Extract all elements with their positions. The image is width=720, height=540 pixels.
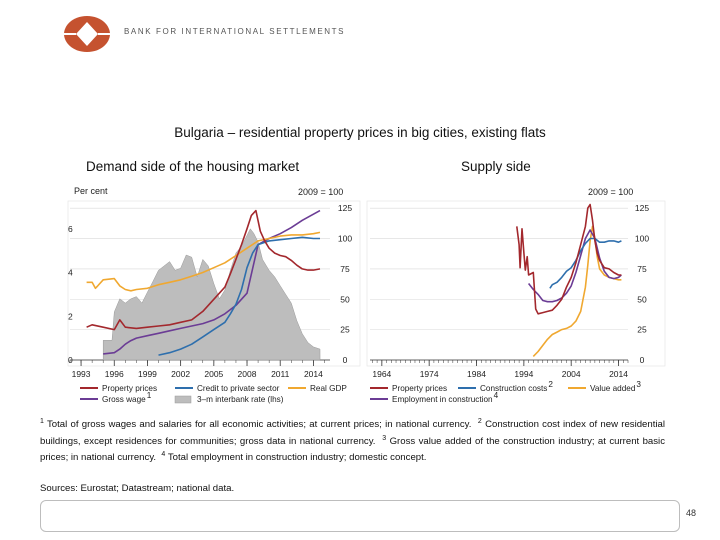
x-tick-label: 1974	[420, 369, 439, 379]
rhs-tick-label: 125	[635, 203, 649, 213]
x-tick-label: 1996	[105, 369, 124, 379]
x-tick-label: 1994	[514, 369, 533, 379]
slide-title: Bulgaria – residential property prices i…	[174, 125, 546, 140]
lhs-tick-label: 6	[68, 224, 73, 234]
right-legend: Property prices Construction costs 2 Value …	[370, 380, 641, 404]
series-construction-costs	[549, 237, 622, 289]
rhs-tick-label: 100	[635, 234, 649, 244]
legend-construction-costs-sup: 2	[548, 380, 553, 389]
right-rhs-unit: 2009 = 100	[588, 187, 634, 197]
rhs-tick-label: 75	[340, 264, 350, 274]
legend-credit-label: Credit to private sector	[197, 384, 280, 393]
series-employment-in-construction	[527, 229, 622, 303]
legend-property-prices-label: Property prices	[102, 384, 157, 393]
org-name: BANK FOR INTERNATIONAL SETTLEMENTS	[124, 27, 346, 36]
left-lhs-unit: Per cent	[74, 186, 108, 196]
footnote-mark-3: 3	[382, 434, 387, 442]
rhs-tick-label: 25	[637, 325, 647, 335]
footnotes: 1 Total of gross wages and salaries for …	[40, 415, 665, 465]
x-tick-label: 2002	[171, 369, 190, 379]
left-legend: Property prices Credit to private sector R…	[80, 384, 347, 404]
legend-gross-wage-label: Gross wage	[102, 395, 146, 404]
footnote-3: Gross value added of the construction in…	[40, 435, 665, 464]
legend-value-added-label: Value added	[590, 384, 636, 393]
rhs-tick-label: 75	[637, 264, 647, 274]
x-tick-label: 2014	[304, 369, 323, 379]
right-chart: 0 25 50 75 100 125 1964 1974 1984 1994 2004 2014	[366, 200, 666, 379]
legend-interbank-rate-label: 3–m interbank rate (lhs)	[197, 395, 284, 404]
left-rhs-unit: 2009 = 100	[298, 187, 344, 197]
rhs-tick-label: 50	[340, 294, 350, 304]
footnote-mark-4: 4	[161, 451, 166, 459]
legend-interbank-rate-swatch	[174, 395, 192, 404]
lhs-tick-label: 2	[68, 311, 73, 321]
legend-gross-wage-sup: 1	[147, 391, 152, 400]
series-property-prices	[86, 209, 321, 331]
rhs-tick-label: 100	[338, 234, 352, 244]
legend-value-added-sup: 3	[636, 380, 641, 389]
footnote-2: Construction cost index of new residenti…	[40, 419, 665, 447]
legend-employment-label: Employment in construction	[392, 395, 493, 404]
x-tick-label: 2014	[609, 369, 628, 379]
series-3-m-interbank-rate-lhs-	[102, 228, 321, 361]
rhs-tick-label: 125	[338, 203, 352, 213]
footnote-mark-1: 1	[40, 418, 44, 425]
series-property-prices	[516, 203, 622, 315]
rhs-tick-label: 0	[640, 355, 645, 365]
footnote-mark-2: 2	[477, 418, 482, 425]
series-credit-to-private-sector	[158, 236, 320, 356]
rhs-tick-label: 0	[343, 355, 348, 365]
x-tick-label: 1999	[138, 369, 157, 379]
legend-supply-property-prices-label: Property prices	[392, 384, 447, 393]
x-tick-label: 1984	[467, 369, 486, 379]
rhs-tick-label: 50	[637, 294, 647, 304]
lhs-tick-label: 4	[68, 268, 73, 278]
sources: Sources: Eurostat; Datastream; national …	[40, 483, 235, 494]
x-tick-label: 2005	[204, 369, 223, 379]
legend-employment-sup: 4	[494, 391, 499, 400]
x-tick-label: 1993	[72, 369, 91, 379]
x-tick-label: 2011	[271, 369, 290, 379]
page-footer-box	[40, 500, 680, 532]
rhs-tick-label: 25	[340, 325, 350, 335]
series-gross-wage	[103, 209, 321, 355]
left-panel-subtitle: Demand side of the housing market	[86, 159, 300, 174]
series-real-gdp	[86, 231, 321, 292]
footnote-1: Total of gross wages and salaries for al…	[46, 419, 472, 431]
x-tick-label: 1964	[372, 369, 391, 379]
series-value-added	[532, 225, 622, 357]
right-panel-subtitle: Supply side	[461, 159, 531, 174]
bis-logo	[62, 16, 112, 52]
right-plot-frame	[366, 200, 666, 367]
x-tick-label: 2004	[562, 369, 581, 379]
legend-construction-costs-label: Construction costs	[480, 384, 547, 393]
footnote-4: Total employment in construction industr…	[167, 452, 427, 464]
page-number: 48	[685, 508, 696, 518]
x-tick-label: 2008	[238, 369, 257, 379]
legend-real-gdp-label: Real GDP	[310, 384, 347, 393]
